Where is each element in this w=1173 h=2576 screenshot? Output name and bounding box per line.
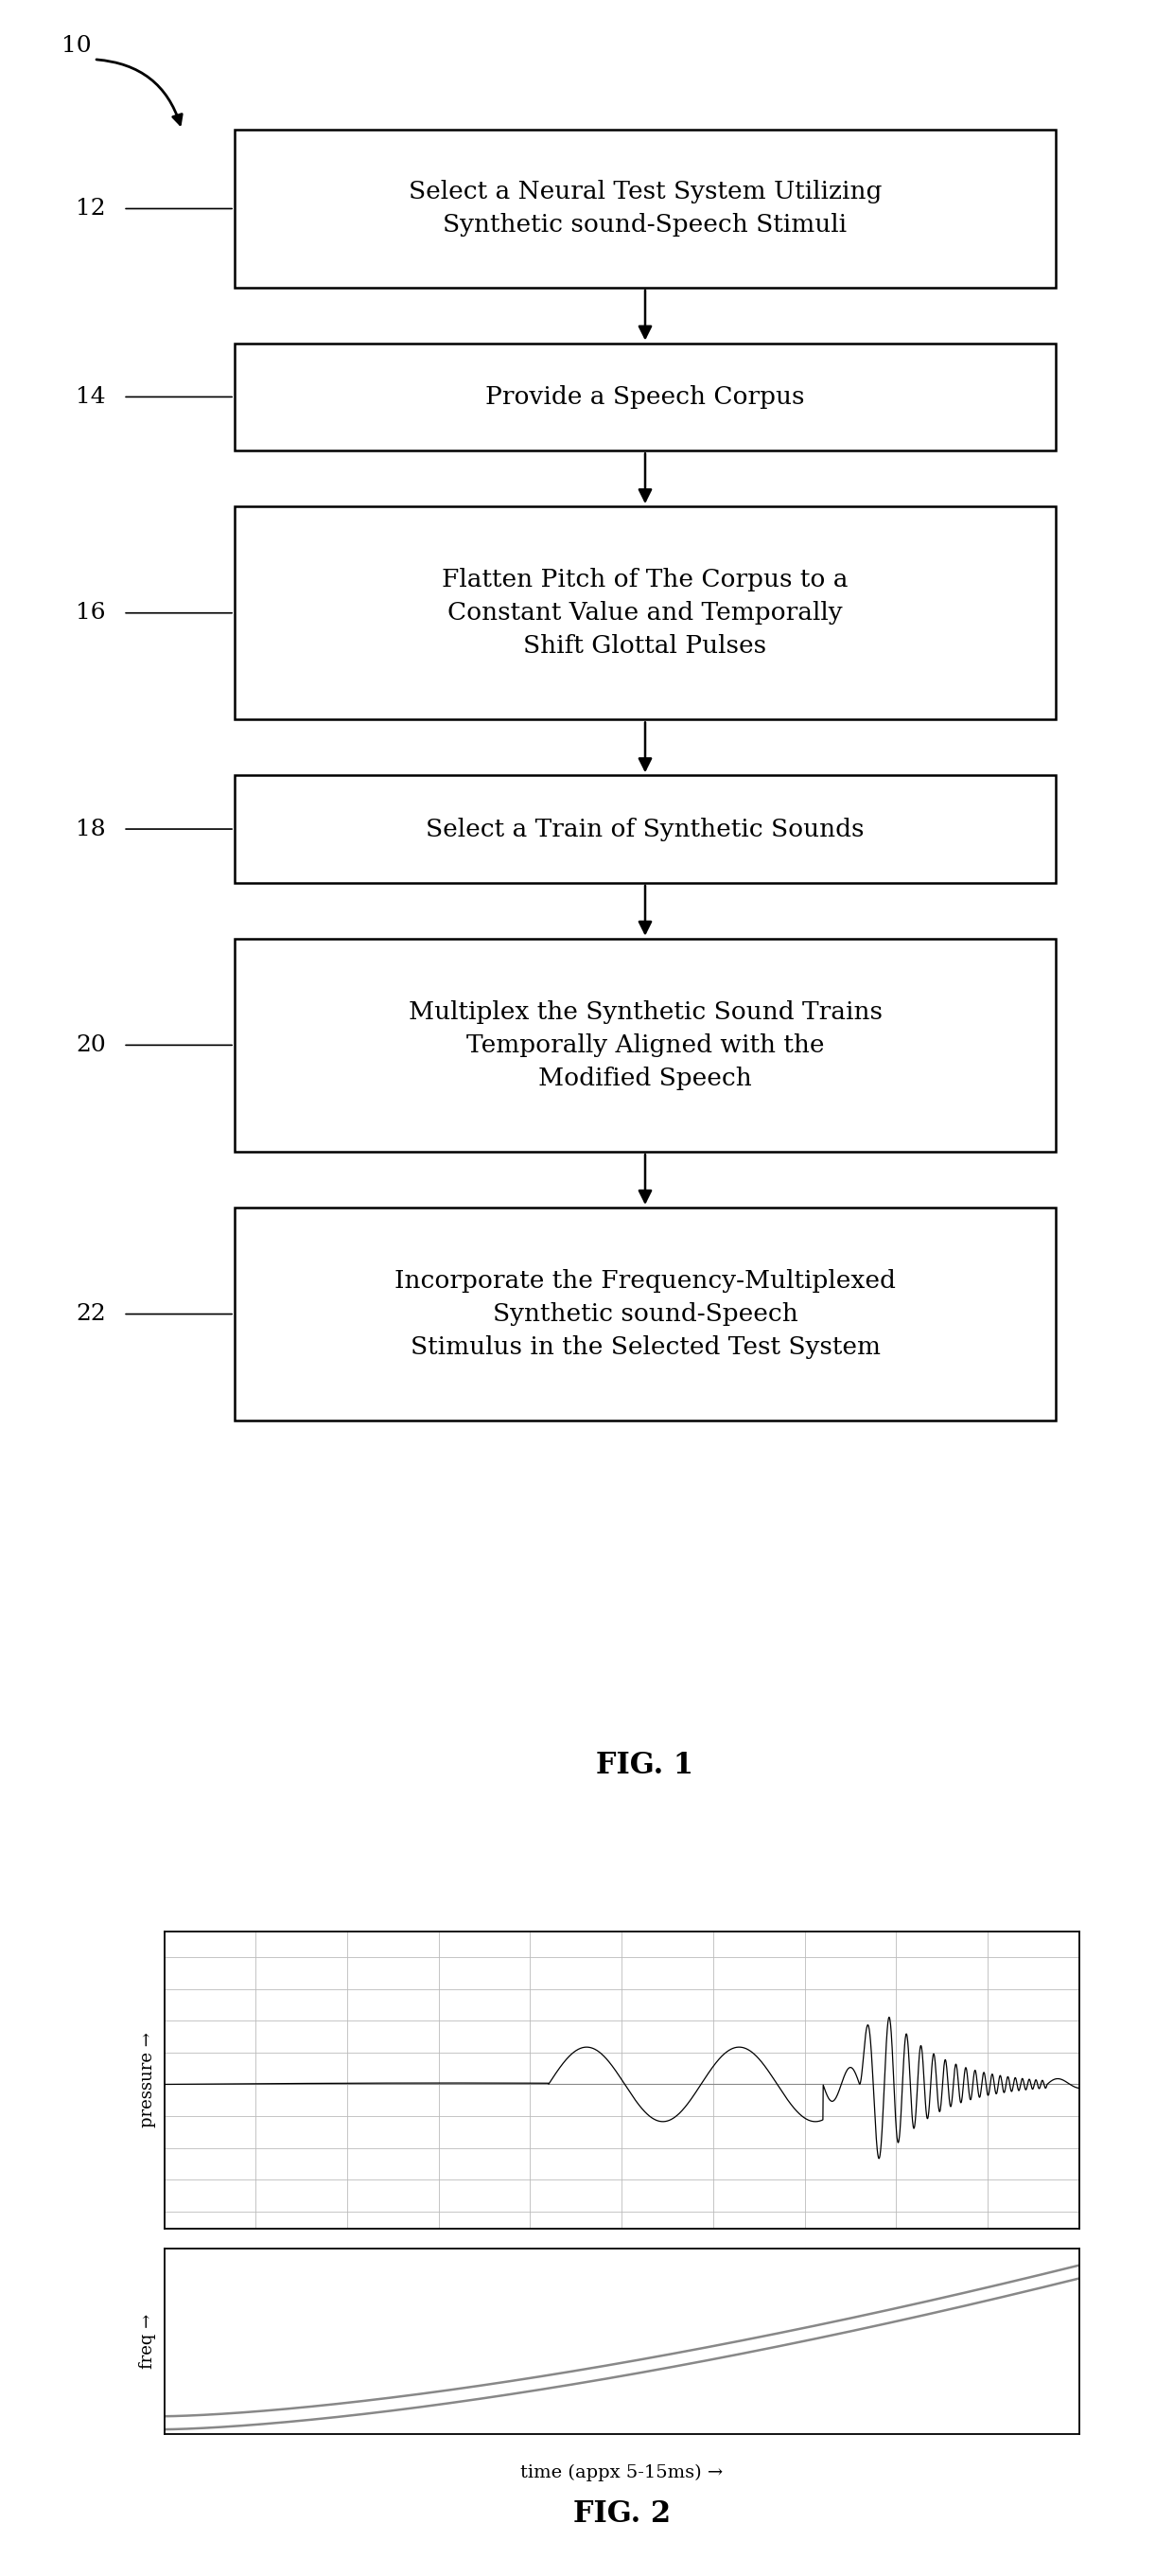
Text: Select a Neural Test System Utilizing
Synthetic sound-Speech Stimuli: Select a Neural Test System Utilizing Sy… bbox=[408, 180, 882, 237]
Text: 10: 10 bbox=[61, 36, 91, 57]
Text: 12: 12 bbox=[75, 198, 106, 219]
Text: FIG. 2: FIG. 2 bbox=[572, 2499, 671, 2530]
Text: 14: 14 bbox=[75, 386, 106, 407]
Text: Flatten Pitch of The Corpus to a
Constant Value and Temporally
Shift Glottal Pul: Flatten Pitch of The Corpus to a Constan… bbox=[442, 569, 848, 657]
Text: 20: 20 bbox=[75, 1033, 106, 1056]
Text: Multiplex the Synthetic Sound Trains
Temporally Aligned with the
Modified Speech: Multiplex the Synthetic Sound Trains Tem… bbox=[408, 999, 882, 1090]
Text: FIG. 1: FIG. 1 bbox=[596, 1752, 694, 1780]
FancyBboxPatch shape bbox=[235, 343, 1056, 451]
FancyBboxPatch shape bbox=[235, 775, 1056, 884]
Text: Select a Train of Synthetic Sounds: Select a Train of Synthetic Sounds bbox=[426, 817, 865, 840]
FancyBboxPatch shape bbox=[235, 507, 1056, 719]
Text: 16: 16 bbox=[75, 603, 106, 623]
Text: 18: 18 bbox=[75, 819, 106, 840]
FancyBboxPatch shape bbox=[235, 938, 1056, 1151]
Text: Incorporate the Frequency-Multiplexed
Synthetic sound-Speech
Stimulus in the Sel: Incorporate the Frequency-Multiplexed Sy… bbox=[394, 1270, 896, 1360]
FancyBboxPatch shape bbox=[235, 1208, 1056, 1422]
Y-axis label: freq →: freq → bbox=[140, 2313, 156, 2370]
Text: time (appx 5-15ms) →: time (appx 5-15ms) → bbox=[521, 2465, 723, 2481]
Text: 22: 22 bbox=[75, 1303, 106, 1324]
Text: Provide a Speech Corpus: Provide a Speech Corpus bbox=[486, 384, 805, 410]
FancyBboxPatch shape bbox=[235, 129, 1056, 289]
Y-axis label: pressure →: pressure → bbox=[140, 2032, 156, 2128]
